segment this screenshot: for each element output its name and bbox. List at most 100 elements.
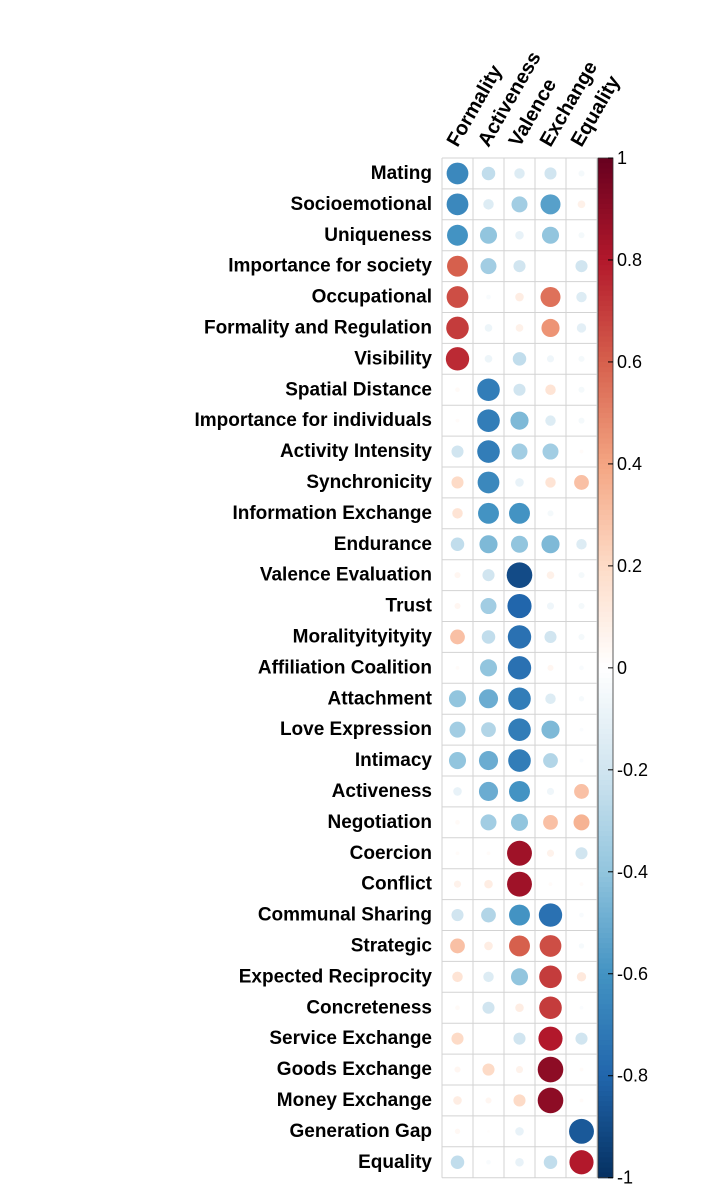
colorbar-segment <box>598 948 613 954</box>
colorbar-segment <box>598 555 613 562</box>
colorbar-segment <box>598 285 613 292</box>
correlation-circle <box>579 1098 584 1103</box>
colorbar-segment <box>598 657 613 664</box>
colorbar-segment <box>598 336 613 343</box>
colorbar-segment <box>598 504 613 511</box>
colorbar-segment <box>598 759 613 766</box>
colorbar-segment <box>598 229 613 236</box>
colorbar-segment <box>598 305 613 312</box>
colorbar-segment <box>598 474 613 480</box>
colorbar-segment <box>598 815 613 822</box>
correlation-circle <box>455 418 460 423</box>
correlation-circle <box>546 849 555 857</box>
row-label: Importance for individuals <box>194 410 432 431</box>
colorbar-segment <box>598 1050 613 1056</box>
colorbar-segment <box>598 683 613 689</box>
colorbar-segment <box>598 825 613 832</box>
colorbar-segment <box>598 183 613 190</box>
colorbar-segment <box>598 158 613 164</box>
correlation-circle <box>576 972 587 982</box>
colorbar-segment <box>598 800 613 807</box>
correlation-circle <box>510 813 529 831</box>
colorbar-segment <box>598 1147 613 1153</box>
correlation-circle <box>509 780 530 802</box>
colorbar-segment <box>598 193 613 200</box>
colorbar-segment <box>598 316 613 322</box>
colorbar-segment <box>598 953 613 960</box>
correlation-circle <box>513 1094 526 1107</box>
correlation-circle <box>513 383 526 396</box>
correlation-circle <box>478 502 499 524</box>
correlation-circle <box>508 718 531 741</box>
colorbar-segment <box>598 698 613 705</box>
colorbar-segment <box>598 795 613 802</box>
colorbar-segment <box>598 790 613 796</box>
colorbar-segment <box>598 999 613 1005</box>
correlation-circle <box>453 1096 462 1105</box>
correlation-circle <box>573 814 590 831</box>
row-label: Attachment <box>327 688 432 709</box>
colorbar-segment <box>598 443 613 450</box>
colorbar-segment <box>598 983 613 990</box>
correlation-circle <box>484 324 493 332</box>
correlation-circle <box>508 687 531 711</box>
correlation-circle <box>578 603 585 610</box>
correlation-circle <box>452 971 463 983</box>
colorbar-segment <box>598 1060 613 1067</box>
correlation-circle <box>574 475 589 490</box>
correlation-circle <box>508 749 531 772</box>
correlation-circle <box>478 781 499 801</box>
correlation-circle <box>506 562 533 588</box>
colorbar-segment <box>598 1024 613 1031</box>
correlation-circle <box>483 199 494 210</box>
correlation-circle <box>579 1067 584 1072</box>
colorbar-segment <box>598 576 613 582</box>
row-label: Synchronicity <box>306 472 432 493</box>
row-label: Formality and Regulation <box>204 317 432 338</box>
colorbar-segment <box>598 254 613 261</box>
correlation-circle <box>450 537 465 551</box>
colorbar-segment <box>598 774 613 781</box>
correlation-circle <box>578 417 585 424</box>
colorbar-segment <box>598 407 613 414</box>
correlation-circle <box>537 1087 564 1114</box>
colorbar-segment <box>598 902 613 909</box>
correlation-circle <box>576 539 587 550</box>
correlation-circle <box>515 1003 524 1013</box>
correlation-circle <box>487 1130 490 1133</box>
colorbar-segment <box>598 346 613 353</box>
correlation-circle <box>484 879 493 889</box>
colorbar-segment <box>598 1075 613 1082</box>
colorbar-segment <box>598 994 613 1000</box>
correlation-circle <box>446 193 469 216</box>
colorbar-segment <box>598 423 613 429</box>
colorbar-tick-label: -0.8 <box>617 1066 648 1086</box>
correlation-circle <box>507 871 532 897</box>
row-label: Occupational <box>312 287 432 308</box>
correlation-circle <box>509 935 530 957</box>
correlation-circle <box>579 665 584 671</box>
correlation-circle <box>455 665 460 670</box>
correlation-circle <box>545 384 556 395</box>
correlation-circle <box>486 1159 491 1165</box>
colorbar-segment <box>598 168 613 174</box>
colorbar-segment <box>598 412 613 419</box>
correlation-circle <box>479 659 498 677</box>
colorbar-segment <box>598 1004 613 1011</box>
colorbar-segment <box>598 958 613 965</box>
colorbar-segment <box>598 402 613 409</box>
row-label: Expected Reciprocity <box>239 966 433 987</box>
correlation-circle <box>446 286 469 308</box>
colorbar-segment <box>598 708 613 715</box>
correlation-circle <box>578 633 585 640</box>
colorbar-segment <box>598 300 613 307</box>
row-label: Concreteness <box>306 997 432 1018</box>
colorbar-segment <box>598 1096 613 1102</box>
correlation-circle <box>512 352 527 366</box>
colorbar-segment <box>598 1162 613 1169</box>
correlation-circle <box>480 598 497 615</box>
correlation-circle <box>578 943 585 949</box>
colorbar-segment <box>598 637 613 643</box>
correlation-circle <box>537 1056 564 1083</box>
correlation-circle <box>515 230 524 240</box>
